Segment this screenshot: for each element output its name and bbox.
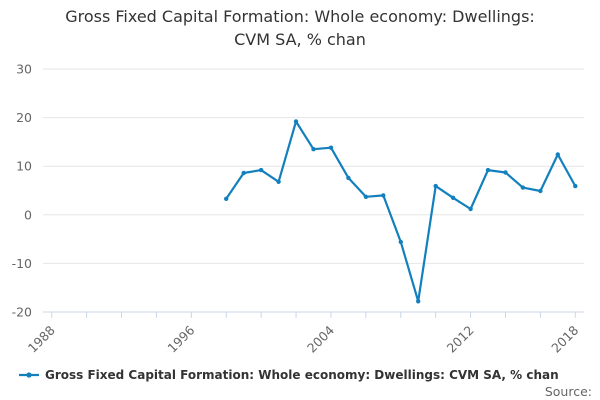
source-label: Source: [544,384,592,399]
y-axis-label: 20 [16,110,32,125]
x-axis-label: 1988 [25,322,58,355]
series-line[interactable] [225,120,577,303]
data-point-2003[interactable] [311,147,316,152]
y-axis-label: 0 [24,207,32,222]
data-point-2004[interactable] [328,145,334,150]
x-axis-label: 2012 [444,323,477,356]
data-point-2015[interactable] [520,185,526,190]
data-point-1998[interactable] [224,196,229,201]
x-axis-label: 2018 [548,322,581,355]
legend-item[interactable]: Gross Fixed Capital Formation: Whole eco… [18,366,559,384]
y-axis-label: 10 [16,159,32,174]
y-axis-label: -20 [12,305,32,320]
x-axis-label: 2004 [304,322,337,355]
y-axis-label: 30 [16,62,32,77]
chart-title-line2: CVM SA, % chan [234,29,366,49]
data-point-2013[interactable] [485,167,491,173]
data-point-1999[interactable] [241,170,246,176]
x-axis-label: 1996 [164,322,197,355]
data-point-2008[interactable] [398,239,403,245]
data-point-2002[interactable] [293,119,299,124]
data-point-2011[interactable] [450,195,456,200]
chart-title-line1: Gross Fixed Capital Formation: Whole eco… [65,7,535,26]
data-point-2001[interactable] [276,179,281,184]
legend-label: Gross Fixed Capital Formation: Whole eco… [45,368,559,382]
data-point-2017[interactable] [555,152,560,157]
data-point-2010[interactable] [433,183,438,189]
data-point-2016[interactable] [538,188,543,194]
data-point-2005[interactable] [346,175,351,181]
data-point-2012[interactable] [468,206,473,212]
legend-line-marker-icon [19,372,39,378]
data-point-2009[interactable] [416,299,421,304]
y-axis-label: -10 [12,256,32,271]
data-point-2014[interactable] [503,170,508,175]
chart-title: Gross Fixed Capital Formation: Whole eco… [0,6,600,51]
data-point-2000[interactable] [258,167,264,173]
data-point-2018[interactable] [573,183,578,189]
data-point-2007[interactable] [381,193,386,198]
data-point-2006[interactable] [363,194,369,199]
